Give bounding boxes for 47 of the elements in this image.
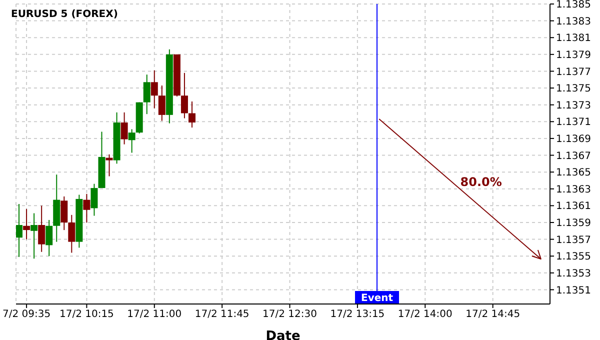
candlestick — [120, 112, 128, 145]
candlestick — [46, 219, 53, 257]
x-tick-label: 17/2 11:45 — [194, 309, 250, 320]
candlestick — [23, 208, 30, 240]
annotation: 80.0% — [460, 175, 502, 189]
x-tick-label: 17/2 13:15 — [330, 309, 385, 320]
y-tick-label: 1.1357 — [556, 234, 591, 246]
text: EURUSD 5 (FOREX) — [11, 9, 118, 20]
y-tick-label: 1.1361 — [556, 201, 591, 212]
candlestick — [30, 212, 38, 260]
y-tick-label: 1.1375 — [556, 84, 591, 95]
candlestick — [158, 85, 166, 122]
candlestick — [128, 128, 136, 154]
candlestick — [106, 154, 113, 177]
y-tick-label: 1.1367 — [556, 150, 591, 162]
y-tick-label: 1.1359 — [556, 218, 591, 230]
candlestick — [68, 214, 76, 254]
x-axis-title: Date — [266, 329, 300, 340]
x-tick-label: 7/2 09:35 — [2, 309, 51, 320]
candlestick — [150, 70, 158, 109]
y-tick-label: 1.1381 — [556, 33, 591, 44]
ref-line-label: Event — [361, 293, 394, 304]
y-tick-label: 1.1363 — [556, 184, 591, 196]
candlestick — [38, 205, 46, 252]
candlestick — [83, 193, 90, 223]
x-tick-label: 17/2 14:45 — [466, 309, 520, 320]
y-tick-label: 1.1373 — [556, 100, 591, 112]
x-tick-label: 17/2 11:00 — [127, 309, 182, 320]
candlestick — [60, 196, 68, 231]
y-tick-label: 1.1371 — [556, 117, 591, 128]
candlestick — [90, 183, 98, 216]
y-tick-label: 1.1379 — [556, 50, 591, 61]
x-tick-label: 17/2 14:00 — [398, 309, 452, 320]
y-tick-label: 1.1383 — [556, 16, 591, 28]
y-tick-label: 1.1351 — [556, 285, 591, 296]
candlestick — [16, 204, 23, 258]
candlestick — [188, 100, 196, 128]
y-tick-label: 1.1377 — [556, 66, 591, 78]
x-tick-label: 17/2 12:30 — [262, 309, 317, 320]
y-tick-label: 1.1365 — [556, 168, 591, 179]
y-tick-label: 1.1355 — [556, 252, 591, 263]
x-tick-label: 17/2 10:15 — [59, 309, 114, 320]
y-tick-label: 1.1353 — [556, 268, 591, 280]
candlestick — [180, 72, 188, 119]
candlestick — [143, 74, 150, 115]
y-tick-label: 1.1385 — [556, 0, 591, 11]
y-tick-label: 1.1369 — [556, 134, 591, 146]
